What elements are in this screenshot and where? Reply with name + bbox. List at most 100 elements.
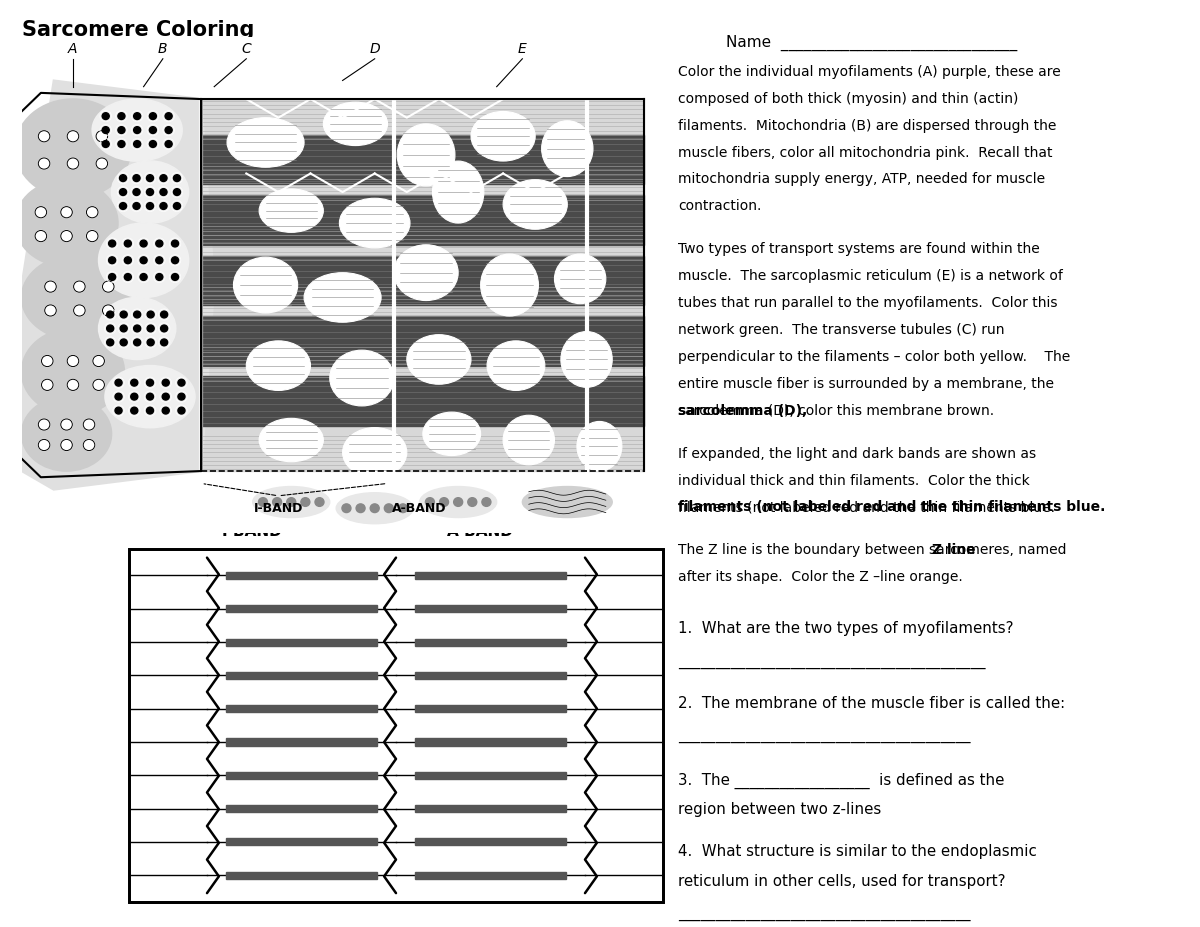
Bar: [415, 806, 566, 812]
Bar: [226, 672, 377, 679]
Text: network green.  The transverse tubules (C) run: network green. The transverse tubules (C…: [678, 323, 1004, 337]
Circle shape: [301, 498, 310, 506]
Text: sarcolemma (D),: sarcolemma (D),: [678, 403, 808, 418]
Circle shape: [146, 189, 154, 196]
Text: sarcolemma (D), color this membrane brown.: sarcolemma (D), color this membrane brow…: [678, 403, 994, 418]
Text: Z line: Z line: [932, 543, 976, 557]
Circle shape: [102, 127, 109, 133]
Bar: [226, 806, 377, 812]
Ellipse shape: [336, 493, 413, 524]
Circle shape: [439, 498, 449, 506]
Circle shape: [146, 393, 154, 400]
Circle shape: [86, 231, 98, 242]
Circle shape: [133, 127, 140, 133]
Circle shape: [133, 203, 140, 210]
Ellipse shape: [343, 427, 407, 477]
Circle shape: [356, 504, 365, 513]
Circle shape: [107, 325, 114, 332]
Circle shape: [178, 407, 185, 414]
Circle shape: [454, 498, 463, 506]
Circle shape: [118, 113, 125, 120]
Circle shape: [166, 113, 172, 120]
Text: D: D: [370, 43, 380, 57]
Circle shape: [272, 498, 282, 506]
Circle shape: [108, 240, 115, 247]
Text: filaments (not labeled red and the thin filaments blue.: filaments (not labeled red and the thin …: [678, 501, 1105, 514]
Bar: [202, 134, 644, 184]
Circle shape: [133, 311, 140, 318]
Circle shape: [287, 498, 295, 506]
Circle shape: [118, 127, 125, 133]
Text: The Z line is the boundary between sarcomeres, named: The Z line is the boundary between sarco…: [678, 543, 1067, 557]
Circle shape: [35, 231, 47, 242]
Text: 4.  What structure is similar to the endoplasmic: 4. What structure is similar to the endo…: [678, 844, 1037, 858]
Circle shape: [61, 231, 72, 242]
Ellipse shape: [422, 413, 481, 455]
Circle shape: [178, 393, 185, 400]
Circle shape: [468, 498, 476, 506]
Ellipse shape: [481, 254, 539, 316]
Text: C: C: [241, 43, 251, 57]
Circle shape: [172, 273, 179, 280]
Circle shape: [86, 207, 98, 218]
Text: E: E: [518, 43, 527, 57]
Circle shape: [174, 203, 180, 210]
Circle shape: [371, 504, 379, 513]
Circle shape: [61, 207, 72, 218]
Ellipse shape: [503, 415, 554, 464]
Bar: [415, 639, 566, 645]
Text: Name  _______________________________: Name _______________________________: [726, 35, 1018, 51]
Text: tubes that run parallel to the myofilaments.  Color this: tubes that run parallel to the myofilame…: [678, 296, 1057, 311]
Ellipse shape: [98, 223, 188, 298]
Circle shape: [115, 379, 122, 387]
Circle shape: [61, 439, 72, 451]
Text: 2.  The membrane of the muscle fiber is called the:: 2. The membrane of the muscle fiber is c…: [678, 695, 1066, 710]
Circle shape: [149, 113, 156, 120]
Bar: [202, 376, 644, 426]
Circle shape: [67, 158, 79, 169]
Circle shape: [148, 339, 154, 346]
Circle shape: [148, 325, 154, 332]
Circle shape: [108, 273, 115, 280]
Circle shape: [38, 131, 50, 142]
Bar: [202, 196, 644, 245]
Ellipse shape: [541, 121, 593, 176]
Text: entire muscle fiber is surrounded by a membrane, the: entire muscle fiber is surrounded by a m…: [678, 376, 1054, 391]
Circle shape: [133, 174, 140, 182]
Ellipse shape: [330, 350, 394, 406]
Bar: [415, 838, 566, 845]
Ellipse shape: [16, 99, 131, 198]
Text: Sarcomere Coloring: Sarcomere Coloring: [22, 20, 254, 41]
Circle shape: [133, 141, 140, 147]
Circle shape: [115, 407, 122, 414]
Bar: [226, 572, 377, 579]
Circle shape: [118, 141, 125, 147]
Circle shape: [172, 257, 179, 263]
Bar: [226, 871, 377, 879]
Circle shape: [426, 498, 434, 506]
Circle shape: [156, 240, 163, 247]
Bar: [202, 256, 644, 305]
Text: mitochondria supply energy, ATP, needed for muscle: mitochondria supply energy, ATP, needed …: [678, 172, 1045, 186]
Circle shape: [146, 203, 154, 210]
Circle shape: [67, 131, 79, 142]
Bar: [415, 739, 566, 745]
Circle shape: [44, 281, 56, 292]
Circle shape: [161, 311, 168, 318]
Ellipse shape: [253, 487, 330, 517]
Circle shape: [131, 393, 138, 400]
Text: A: A: [68, 43, 78, 57]
Circle shape: [107, 311, 114, 318]
Circle shape: [156, 273, 163, 280]
Circle shape: [146, 174, 154, 182]
Ellipse shape: [394, 245, 458, 300]
Circle shape: [102, 141, 109, 147]
Ellipse shape: [470, 111, 535, 161]
Ellipse shape: [432, 161, 484, 223]
Circle shape: [133, 189, 140, 196]
Text: A-BAND: A-BAND: [446, 524, 514, 539]
Ellipse shape: [234, 257, 298, 313]
Circle shape: [35, 207, 47, 218]
Circle shape: [258, 498, 268, 506]
Ellipse shape: [98, 298, 175, 360]
